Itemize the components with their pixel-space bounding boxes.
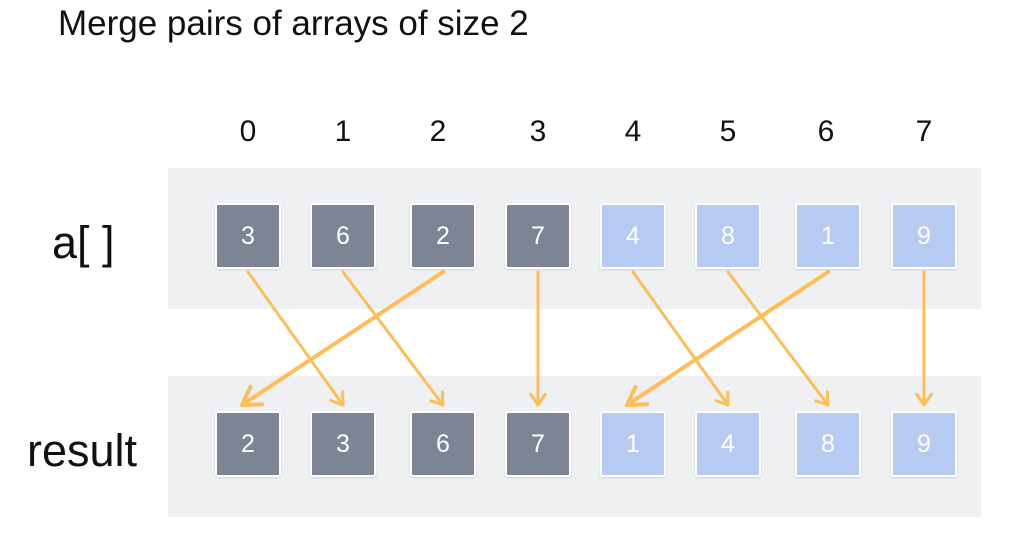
index-label-4: 4 xyxy=(624,115,642,148)
result-cell-5: 4 xyxy=(695,411,761,477)
result-cell-1: 3 xyxy=(310,411,376,477)
array-a-cell-7: 9 xyxy=(891,203,957,269)
result-cell-7: 9 xyxy=(891,411,957,477)
result-cell-3: 7 xyxy=(505,411,571,477)
diagram-title: Merge pairs of arrays of size 2 xyxy=(58,4,529,43)
result-cell-2: 6 xyxy=(410,411,476,477)
array-a-label: a[ ] xyxy=(52,217,115,268)
array-a-cell-5: 8 xyxy=(695,203,761,269)
array-a-cell-3: 7 xyxy=(505,203,571,269)
result-cell-6: 8 xyxy=(795,411,861,477)
result-label: result xyxy=(27,425,138,476)
array-a-cell-2: 2 xyxy=(410,203,476,269)
index-label-1: 1 xyxy=(334,115,352,148)
index-label-3: 3 xyxy=(529,115,547,148)
index-label-0: 0 xyxy=(239,115,257,148)
result-cell-0: 2 xyxy=(215,411,281,477)
index-label-5: 5 xyxy=(719,115,737,148)
array-a-cell-0: 3 xyxy=(215,203,281,269)
index-label-2: 2 xyxy=(429,115,447,148)
array-a-cell-4: 4 xyxy=(600,203,666,269)
result-cell-4: 1 xyxy=(600,411,666,477)
index-label-6: 6 xyxy=(817,115,835,148)
index-label-7: 7 xyxy=(915,115,933,148)
array-a-cell-1: 6 xyxy=(310,203,376,269)
array-a-cell-6: 1 xyxy=(795,203,861,269)
